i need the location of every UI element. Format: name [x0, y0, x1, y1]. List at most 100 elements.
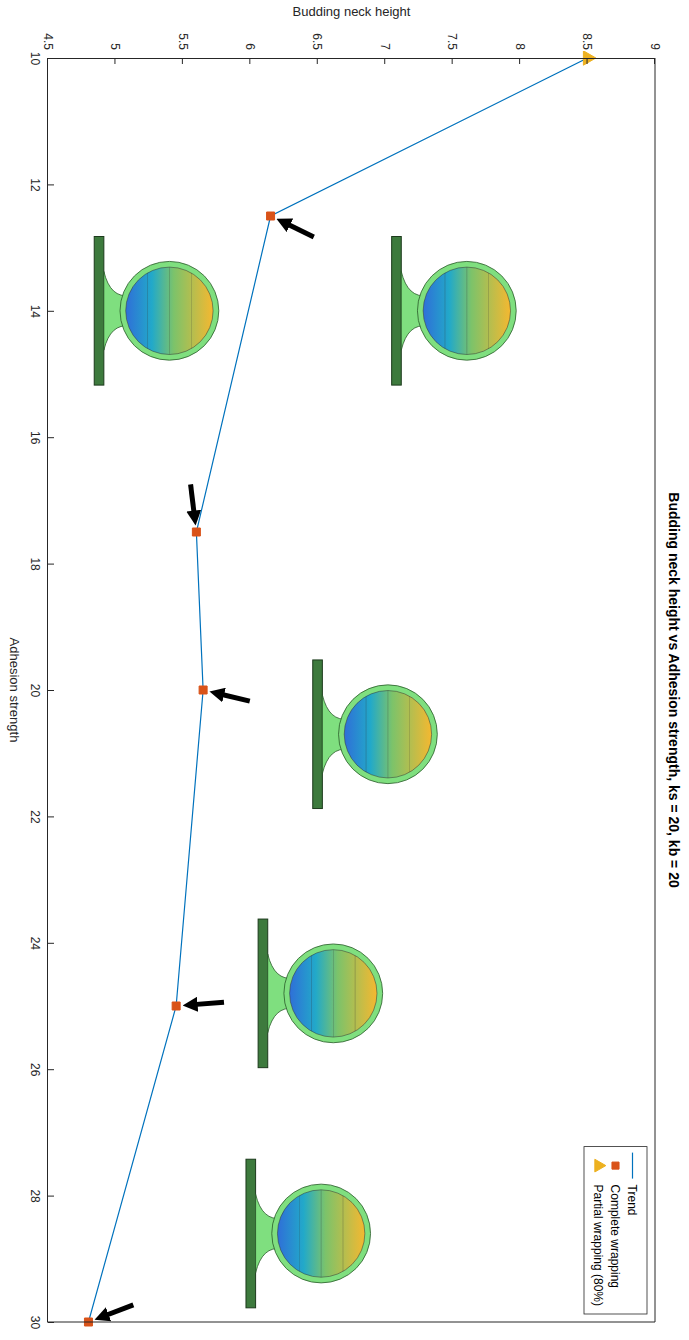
- y-tick-mark: [182, 58, 183, 64]
- x-tick: 18: [28, 557, 54, 571]
- x-tick-mark: [48, 1069, 54, 1070]
- x-tick: 24: [28, 937, 54, 951]
- membrane-wrap: [120, 261, 219, 360]
- plot-area: 10121416182022242628304.555.566.577.588.…: [28, 33, 661, 1329]
- y-tick: 5.5: [176, 33, 190, 64]
- snapshot: [313, 660, 438, 809]
- y-tick: 4.5: [41, 33, 55, 64]
- y-tick-mark: [249, 58, 250, 64]
- y-tick: 6: [243, 43, 257, 64]
- particle-mesh: [444, 273, 445, 349]
- x-axis-line: [47, 59, 48, 1323]
- snapshot: [94, 237, 219, 386]
- y-tick-label: 5.5: [176, 33, 190, 50]
- particle: [344, 691, 431, 778]
- membrane-floor: [258, 919, 268, 1068]
- y-tick-mark: [452, 58, 453, 64]
- x-tick-mark: [48, 564, 54, 565]
- data-point: [172, 1002, 180, 1010]
- data-point: [267, 212, 275, 220]
- particle-mesh: [311, 956, 312, 1032]
- y-axis-title: Budding neck height: [293, 4, 411, 19]
- x-tick-label: 18: [28, 557, 42, 571]
- legend-label: Trend: [625, 1185, 639, 1216]
- legend: TrendComplete wrappingPartial wrapping (…: [584, 1147, 647, 1314]
- particle-mesh: [321, 1190, 322, 1277]
- x-tick: 12: [28, 178, 54, 192]
- arrow: [191, 484, 195, 518]
- y-tick-label: 4.5: [41, 33, 55, 50]
- x-axis: 1012141618202224262830: [28, 52, 54, 1330]
- particle: [290, 950, 377, 1037]
- x-tick-mark: [48, 816, 54, 817]
- arrow: [283, 222, 314, 237]
- figure: 10121416182022242628304.555.566.577.588.…: [0, 0, 689, 1340]
- snapshots: [94, 237, 516, 1308]
- particle: [277, 1190, 364, 1277]
- x-tick-mark: [48, 690, 54, 691]
- x-tick-mark: [48, 311, 54, 312]
- arrow: [190, 1002, 224, 1005]
- x-tick-label: 12: [28, 178, 42, 192]
- particle-mesh: [488, 273, 489, 349]
- y-tick: 5: [108, 43, 122, 64]
- x-tick: 22: [28, 810, 54, 824]
- x-axis-title: Adhesion strength: [7, 638, 22, 743]
- particle-mesh: [466, 267, 467, 354]
- x-tick-mark: [48, 437, 54, 438]
- y-tick-mark: [114, 58, 115, 64]
- y-tick: 7.5: [445, 33, 459, 64]
- arrow: [102, 1305, 134, 1317]
- membrane-wrap: [284, 944, 383, 1043]
- particle-mesh: [299, 1196, 300, 1272]
- x-tick-label: 26: [28, 1063, 42, 1077]
- snapshot: [392, 237, 517, 386]
- figure-background: [0, 0, 689, 1340]
- arrows: [102, 222, 314, 1317]
- y-tick-label: 7: [378, 43, 392, 50]
- x-tick: 30: [28, 1316, 54, 1330]
- x-tick-label: 28: [28, 1189, 42, 1203]
- membrane-floor: [246, 1159, 256, 1308]
- lines: [88, 58, 587, 1322]
- chart-title: Budding neck height vs Adhesion strength…: [666, 492, 682, 888]
- x-tick-mark: [48, 184, 54, 185]
- plot-frame: [48, 1322, 655, 1323]
- membrane-floor: [313, 660, 323, 809]
- y-tick-mark: [587, 58, 588, 64]
- y-tick-mark: [317, 58, 318, 64]
- y-tick-mark: [384, 58, 385, 64]
- legend-label: Complete wrapping: [608, 1185, 622, 1288]
- plot-background: [48, 58, 655, 1322]
- y-tick: 8.5: [580, 33, 594, 64]
- x-tick: 26: [28, 1063, 54, 1077]
- y-tick: 8: [513, 43, 527, 64]
- y-axis-line: [48, 58, 655, 59]
- data-point: [199, 686, 207, 694]
- particle-mesh: [333, 950, 334, 1037]
- y-tick: 7: [378, 43, 392, 64]
- y-tick-label: 6.5: [310, 33, 324, 50]
- y-tick: 6.5: [310, 33, 324, 64]
- x-tick-label: 20: [28, 684, 42, 698]
- particle-mesh: [355, 956, 356, 1032]
- y-axis: 4.555.566.577.588.59: [41, 33, 662, 64]
- x-tick-mark: [48, 943, 54, 944]
- arrow: [217, 693, 250, 701]
- data-point: [192, 528, 200, 536]
- membrane-floor: [392, 237, 402, 386]
- legend-label: Partial wrapping (80%): [591, 1185, 605, 1306]
- legend-swatch: [612, 1162, 619, 1169]
- snapshot: [258, 919, 383, 1068]
- x-tick-label: 14: [28, 305, 42, 319]
- legend-box: [584, 1147, 647, 1314]
- x-tick-label: 16: [28, 431, 42, 445]
- particle-mesh: [343, 1196, 344, 1272]
- legend-swatch: [595, 1159, 606, 1172]
- x-tick-mark: [48, 1196, 54, 1197]
- legend-swatch: [632, 1153, 633, 1179]
- x-tick: 14: [28, 305, 54, 319]
- x-tick-label: 30: [28, 1316, 42, 1330]
- particle-mesh: [366, 696, 367, 772]
- particle-mesh: [191, 273, 192, 349]
